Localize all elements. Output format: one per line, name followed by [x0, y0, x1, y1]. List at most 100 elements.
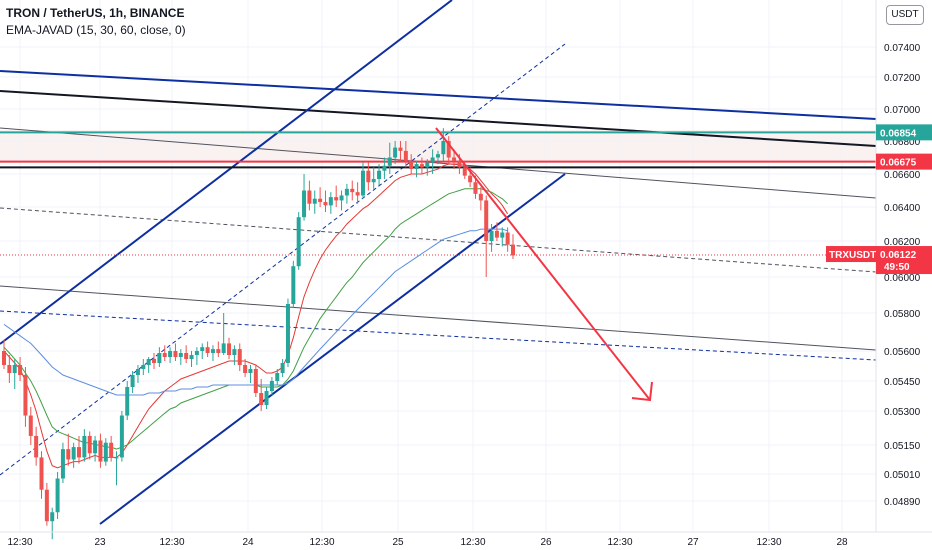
candle	[205, 341, 210, 357]
price-tick-label: 0.06200	[884, 237, 921, 248]
candle	[232, 345, 237, 365]
candle-body	[302, 190, 307, 218]
candle	[12, 359, 17, 389]
symbol-title[interactable]: TRON / TetherUS, 1h, BINANCE	[6, 6, 185, 20]
candle-body	[462, 167, 467, 176]
time-tick-label: 12:30	[460, 537, 485, 548]
indicator-legend[interactable]: EMA-JAVAD (15, 30, 60, close, 0)	[6, 23, 186, 37]
candle	[269, 377, 274, 395]
candle	[34, 426, 39, 466]
candle-body	[414, 164, 419, 170]
time-tick-label: 27	[687, 537, 699, 548]
time-axis[interactable]: 12:30 23 12:30 24 12:30 25 12:30 26 12:30 27 12:30…	[7, 537, 848, 548]
candle	[216, 341, 221, 357]
candle-body	[248, 369, 253, 373]
candle	[103, 438, 108, 466]
candle-body	[511, 244, 515, 256]
candle-body	[366, 170, 371, 183]
candle-body	[157, 353, 162, 363]
candle-body	[184, 353, 189, 359]
price-tick-label: 0.07400	[884, 43, 921, 54]
candle-body	[425, 162, 430, 168]
candle	[98, 433, 103, 468]
candle-body	[50, 512, 55, 522]
time-tick-label: 12:30	[607, 537, 632, 548]
candle	[334, 185, 339, 207]
grid	[0, 0, 876, 532]
candle	[2, 339, 6, 369]
candle	[371, 167, 376, 189]
candle-body	[473, 182, 478, 194]
candle-body	[7, 365, 12, 373]
candle	[430, 149, 435, 174]
candle	[425, 159, 430, 176]
candle	[189, 351, 194, 367]
candle	[60, 442, 65, 483]
time-tick-label: 12:30	[756, 537, 781, 548]
candle	[318, 187, 323, 207]
candle	[221, 313, 226, 355]
candle	[387, 142, 392, 174]
candle	[66, 433, 71, 466]
price-tick-label: 0.05450	[884, 377, 921, 388]
candle	[184, 345, 189, 363]
trend-line-dashed-lower	[0, 310, 877, 361]
candle-body	[489, 230, 494, 241]
time-tick-label: 23	[94, 537, 106, 548]
candle	[135, 365, 140, 383]
candle	[275, 369, 280, 385]
price-tick-label: 0.05010	[884, 470, 921, 481]
candle	[366, 162, 371, 191]
candle-body	[291, 266, 296, 304]
candle	[18, 357, 23, 381]
price-tick-label: 0.06400	[884, 203, 921, 214]
candle-body	[285, 304, 290, 363]
candle	[77, 435, 82, 464]
candle	[339, 190, 344, 211]
candle-body	[371, 178, 376, 183]
candle	[194, 347, 199, 365]
currency-button[interactable]: USDT	[886, 5, 924, 25]
countdown: 49:50	[884, 262, 910, 273]
candle-body	[393, 147, 398, 158]
candle	[125, 381, 130, 421]
price-tick-label: 0.06800	[884, 137, 921, 148]
price-axis[interactable]: 0.07400 0.07200 0.07000 0.06800 0.06600 0.064…	[884, 43, 921, 508]
price-label: 0.06854	[880, 128, 917, 139]
candle	[82, 429, 87, 462]
candle-body	[103, 442, 108, 462]
candle-body	[146, 359, 151, 365]
candle	[511, 234, 515, 259]
candle	[435, 150, 440, 165]
candle-body	[200, 347, 205, 351]
candle-body	[44, 489, 49, 522]
candle-body	[328, 197, 333, 206]
price-label: 0.06675	[880, 158, 917, 169]
candle-body	[232, 349, 237, 355]
candle-body	[435, 154, 440, 158]
time-tick-label: 25	[392, 537, 404, 548]
candle-body	[377, 170, 382, 179]
candle	[302, 174, 307, 221]
candle-body	[387, 157, 392, 166]
candle-body	[403, 150, 408, 161]
trend-line-navy	[0, 70, 877, 120]
candle	[484, 195, 489, 277]
candle-body	[478, 193, 483, 201]
candle	[23, 367, 28, 427]
candlesticks	[2, 128, 515, 540]
candle-body	[360, 170, 365, 196]
candle	[285, 298, 290, 367]
candle-body	[87, 435, 92, 454]
candle	[328, 192, 333, 214]
candle	[500, 227, 505, 247]
ema-fast-line	[3, 163, 509, 469]
candle-body	[135, 369, 140, 375]
candle	[87, 431, 92, 460]
candle-body	[216, 349, 221, 353]
candle	[494, 222, 499, 241]
candle-body	[441, 141, 446, 155]
candle	[248, 365, 253, 383]
candle-body	[189, 355, 194, 359]
